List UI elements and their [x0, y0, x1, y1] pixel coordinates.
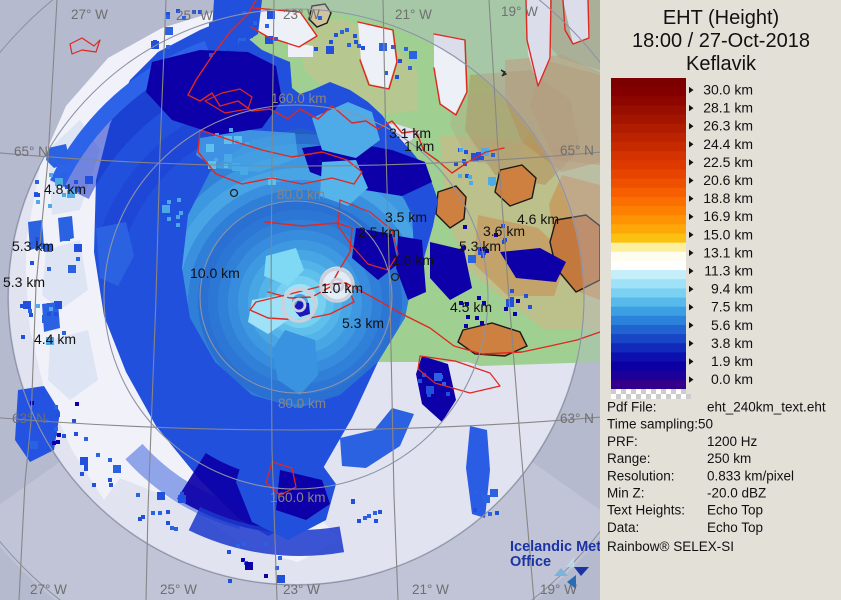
svg-text:4.8 km: 4.8 km: [44, 181, 86, 197]
svg-text:Echo Top: Echo Top: [707, 520, 763, 535]
svg-text:21° W: 21° W: [395, 7, 432, 22]
svg-text:18:00 / 27-Oct-2018: 18:00 / 27-Oct-2018: [632, 30, 810, 52]
svg-text:Data:: Data:: [607, 520, 639, 535]
svg-text:22.5 km: 22.5 km: [703, 154, 753, 170]
svg-text:1.0 km: 1.0 km: [321, 280, 363, 296]
svg-text:27° W: 27° W: [71, 7, 108, 22]
svg-text:80.0 km: 80.0 km: [277, 187, 325, 202]
svg-text:5.3 km: 5.3 km: [3, 274, 45, 290]
svg-text:Text Heights:: Text Heights:: [607, 503, 685, 518]
svg-text:65° N: 65° N: [14, 144, 48, 159]
svg-text:Time sampling:50: Time sampling:50: [607, 417, 713, 432]
svg-text:160.0 km: 160.0 km: [271, 91, 327, 106]
svg-text:21° W: 21° W: [412, 582, 449, 597]
svg-text:80.0 km: 80.0 km: [278, 396, 326, 411]
svg-text:Echo Top: Echo Top: [707, 503, 763, 518]
svg-text:-20.0 dBZ: -20.0 dBZ: [707, 486, 766, 501]
svg-text:9.4 km: 9.4 km: [711, 281, 753, 297]
svg-text:23° W: 23° W: [283, 7, 320, 22]
svg-text:eht_240km_text.eht: eht_240km_text.eht: [707, 400, 826, 415]
svg-text:20.6 km: 20.6 km: [703, 172, 753, 188]
svg-text:5.3 km: 5.3 km: [342, 315, 384, 331]
svg-text:10.0 km: 10.0 km: [190, 265, 240, 281]
svg-text:30.0 km: 30.0 km: [703, 82, 753, 98]
svg-text:24.4 km: 24.4 km: [703, 136, 753, 152]
svg-text:5.6 km: 5.6 km: [711, 317, 753, 333]
svg-text:Icelandic Met: Icelandic Met: [510, 539, 601, 555]
svg-text:1 km: 1 km: [404, 138, 434, 154]
svg-text:23° W: 23° W: [283, 582, 320, 597]
svg-text:0.0 km: 0.0 km: [711, 371, 753, 387]
svg-text:19° W: 19° W: [501, 4, 538, 19]
svg-text:4.6 km: 4.6 km: [517, 211, 559, 227]
svg-text:4.4 km: 4.4 km: [34, 331, 76, 347]
svg-text:3.1 km: 3.1 km: [389, 125, 431, 141]
svg-text:PRF:: PRF:: [607, 434, 638, 449]
svg-text:63° N: 63° N: [12, 411, 46, 426]
svg-text:Office: Office: [510, 554, 551, 570]
svg-text:25° W: 25° W: [160, 582, 197, 597]
svg-text:26.3 km: 26.3 km: [703, 118, 753, 134]
svg-text:3.5 km: 3.5 km: [385, 209, 427, 225]
svg-text:1.9 km: 1.9 km: [711, 353, 753, 369]
svg-text:4.5 km: 4.5 km: [450, 299, 492, 315]
svg-text:Pdf File:: Pdf File:: [607, 400, 657, 415]
svg-text:13.1 km: 13.1 km: [703, 244, 753, 260]
svg-text:2.5 km: 2.5 km: [358, 224, 400, 240]
svg-text:19° W: 19° W: [540, 582, 577, 597]
svg-text:11.3 km: 11.3 km: [704, 263, 753, 279]
svg-text:Rainbow® SELEX-SI: Rainbow® SELEX-SI: [607, 539, 734, 554]
svg-text:1.6 km: 1.6 km: [392, 252, 434, 268]
svg-text:3.6 km: 3.6 km: [483, 223, 525, 239]
svg-text:3.8 km: 3.8 km: [711, 335, 753, 351]
svg-text:EHT (Height): EHT (Height): [663, 7, 779, 29]
svg-text:7.5 km: 7.5 km: [711, 299, 753, 315]
svg-text:Min Z:: Min Z:: [607, 486, 645, 501]
svg-text:Range:: Range:: [607, 451, 651, 466]
svg-text:63° N: 63° N: [560, 411, 594, 426]
svg-text:18.8 km: 18.8 km: [703, 190, 753, 206]
svg-text:5.3 km: 5.3 km: [12, 238, 54, 254]
svg-text:16.9 km: 16.9 km: [703, 208, 753, 224]
svg-text:160.0 km: 160.0 km: [270, 490, 326, 505]
svg-text:25° W: 25° W: [176, 8, 213, 23]
svg-text:1200 Hz: 1200 Hz: [707, 434, 758, 449]
svg-text:250 km: 250 km: [707, 451, 751, 466]
svg-text:0.833 km/pixel: 0.833 km/pixel: [707, 468, 794, 483]
svg-text:65° N: 65° N: [560, 143, 594, 158]
svg-text:28.1 km: 28.1 km: [703, 100, 753, 116]
svg-text:Resolution:: Resolution:: [607, 468, 675, 483]
svg-text:5.3 km: 5.3 km: [459, 238, 501, 254]
svg-text:15.0 km: 15.0 km: [703, 226, 753, 242]
svg-text:Keflavik: Keflavik: [686, 53, 757, 75]
svg-text:27° W: 27° W: [30, 582, 67, 597]
